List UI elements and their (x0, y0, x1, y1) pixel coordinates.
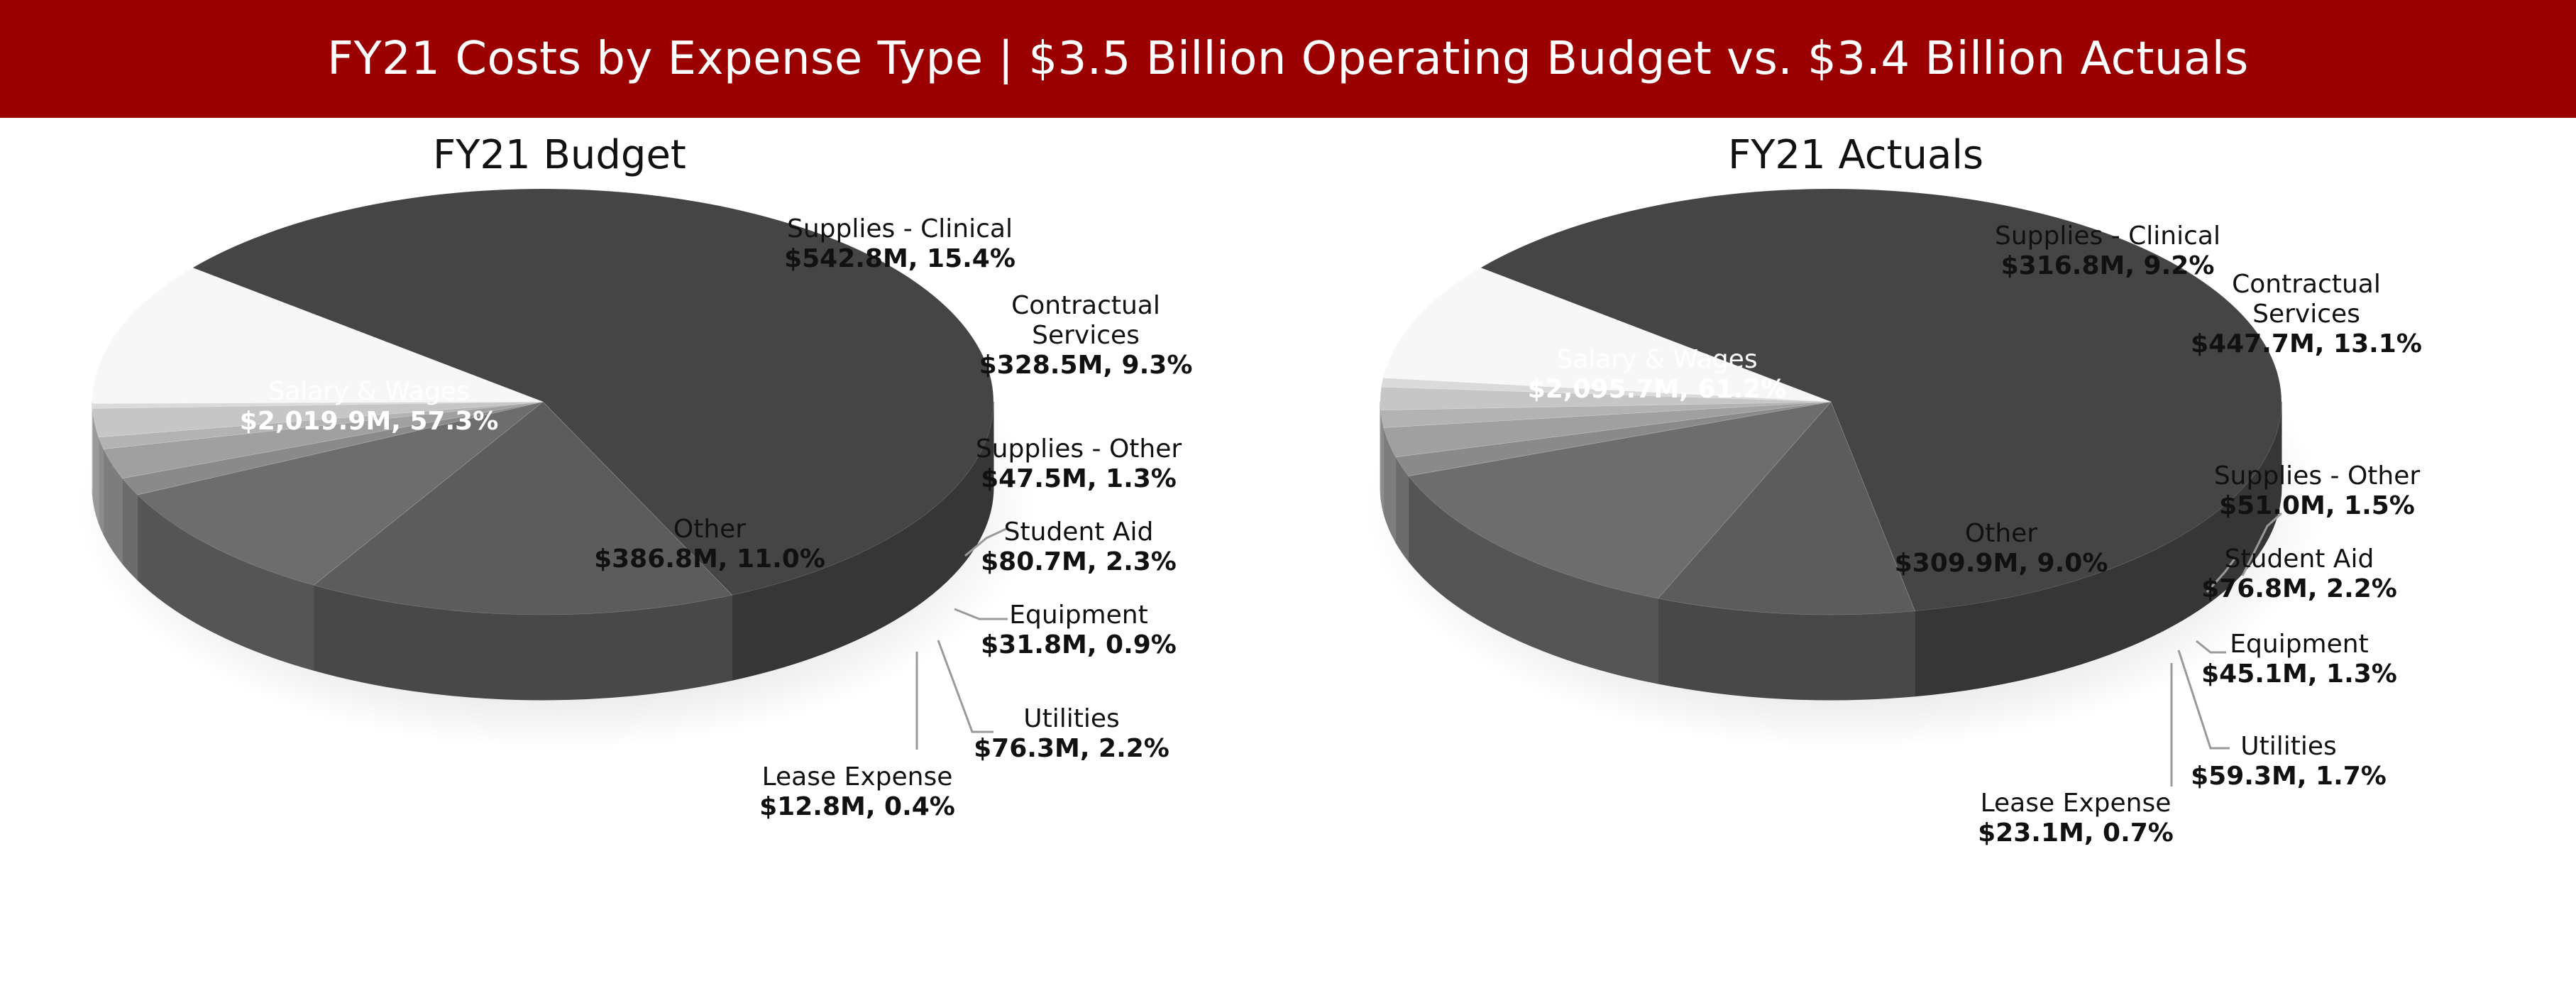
label-value: $309.9M, 9.0% (1895, 549, 2108, 578)
label-value: $328.5M, 9.3% (979, 351, 1193, 380)
pie-slice-other (92, 267, 544, 404)
pie-slice-utilities (1380, 386, 1832, 410)
label-value: $80.7M, 2.3% (981, 547, 1177, 576)
pie-slice-salary-wages (192, 188, 994, 596)
leader-line (2196, 640, 2226, 654)
pie-slice-contractual-services (137, 401, 544, 586)
label-name: Salary & Wages (1556, 345, 1757, 374)
data-label: Utilities$59.3M, 1.7% (2191, 732, 2387, 791)
pie-slice-supplies-clinical (1657, 401, 1915, 615)
data-label: Other$309.9M, 9.0% (1895, 519, 2108, 578)
header-banner: FY21 Costs by Expense Type | $3.5 Billio… (0, 0, 2576, 118)
data-label: Supplies - Other$51.0M, 1.5% (2214, 461, 2421, 520)
pie-side-equipment (98, 437, 104, 535)
label-name: Supplies - Clinical (1995, 221, 2220, 251)
label-name: Services (1032, 321, 1140, 350)
pie-slice-supplies-clinical (313, 401, 733, 615)
label-value: $45.1M, 1.3% (2201, 659, 2397, 689)
data-label: Salary & Wages$2,019.9M, 57.3% (240, 377, 499, 436)
chart-title: FY21 Budget (433, 132, 686, 178)
data-label: Supplies - Other$47.5M, 1.3% (976, 434, 1182, 493)
pie-slice-salary-wages (1480, 188, 2282, 612)
label-value: $23.1M, 0.7% (1978, 818, 2174, 848)
pie-slice-student-aid (103, 401, 544, 479)
pie-slice-equipment (1380, 401, 1832, 428)
label-value: $76.3M, 2.2% (974, 734, 1169, 763)
pie-slice-other (1382, 267, 1832, 402)
pie-top (1380, 188, 2282, 615)
budget-pie-svg: Salary & Wages$2,019.9M, 57.3% Supplies -… (78, 188, 1193, 821)
label-name: Supplies - Other (2214, 461, 2421, 491)
data-label: Equipment$45.1M, 1.3% (2201, 630, 2397, 689)
label-value: $2,019.9M, 57.3% (240, 407, 499, 436)
pie-slice-student-aid (1383, 401, 1832, 458)
label-name: Equipment (2230, 630, 2368, 659)
actuals-pie-svg: Salary & Wages$2,095.7M, 61.2% Supplies -… (1366, 188, 2422, 848)
label-value: $51.0M, 1.5% (2219, 491, 2415, 520)
data-label: Other$386.8M, 11.0% (594, 515, 825, 574)
label-name: Contractual (2232, 270, 2381, 299)
data-label: Lease Expense$23.1M, 0.7% (1978, 789, 2174, 848)
label-value: $2,095.7M, 61.2% (1528, 375, 1787, 404)
pie-slice-supplies-other (1395, 401, 1832, 476)
label-value: $76.8M, 2.2% (2201, 574, 2397, 603)
pie-slice-supplies-other (121, 401, 544, 495)
data-label: Equipment$31.8M, 0.9% (981, 601, 1177, 659)
label-name: Student Aid (2225, 544, 2374, 574)
leader-line (954, 608, 1008, 620)
label-name: Supplies - Clinical (787, 214, 1013, 243)
label-value: $316.8M, 9.2% (2001, 251, 2215, 280)
label-name: Utilities (1023, 704, 1120, 733)
label-name: Lease Expense (1981, 789, 2172, 818)
pie-side-supplies-other (121, 477, 138, 581)
label-value: $31.8M, 0.9% (981, 630, 1177, 659)
label-name: Equipment (1009, 601, 1147, 630)
data-label: Salary & Wages$2,095.7M, 61.2% (1528, 345, 1787, 404)
data-label: Utilities$76.3M, 2.2% (974, 704, 1169, 763)
leader-line (2177, 650, 2230, 750)
data-label: Lease Expense$12.8M, 0.4% (759, 762, 955, 821)
pie-slice-contractual-services (1408, 401, 1832, 599)
label-value: $47.5M, 1.3% (981, 464, 1177, 493)
label-value: $447.7M, 13.1% (2191, 329, 2422, 358)
pie-side-walls (1380, 401, 2282, 701)
label-name: Services (2252, 300, 2360, 329)
label-name: Salary & Wages (268, 377, 469, 406)
leader-line (937, 640, 993, 733)
label-name: Supplies - Other (976, 434, 1182, 464)
label-name: Utilities (2240, 732, 2337, 761)
leader-line (2206, 557, 2237, 593)
chart-title: FY21 Actuals (1728, 132, 1984, 178)
data-label: Student Aid$76.8M, 2.2% (2201, 544, 2397, 603)
pie-slice-lease-expense (92, 401, 544, 409)
pie-top (92, 188, 994, 615)
label-name: Student Aid (1004, 517, 1154, 547)
leader-line (2241, 512, 2283, 576)
data-label: Supplies - Clinical$316.8M, 9.2% (1995, 221, 2220, 280)
actuals-pie-chart: FY21 Actuals Salary & Wages $2,095.7M, 61… (1288, 118, 2576, 1008)
label-value: $59.3M, 1.7% (2191, 762, 2387, 791)
pie-slice-equipment (98, 401, 544, 449)
label-name: Lease Expense (762, 762, 953, 791)
leader-line (964, 527, 1008, 557)
budget-pie-chart: FY21 Budget Salary & Wages $2,019.9M, 57.… (0, 118, 1288, 1008)
label-name: Other (1965, 519, 2037, 548)
pie-slice-utilities (92, 401, 544, 438)
label-value: $386.8M, 11.0% (594, 544, 825, 574)
label-value: $12.8M, 0.4% (759, 792, 955, 821)
page-title: FY21 Costs by Expense Type | $3.5 Billio… (327, 33, 2249, 85)
data-label: Supplies - Clinical$542.8M, 15.4% (784, 214, 1015, 273)
label-name: Contractual (1011, 291, 1160, 320)
label-name: Other (673, 515, 746, 544)
pie-slice-lease-expense (1381, 378, 1832, 402)
label-value: $542.8M, 15.4% (784, 244, 1015, 273)
data-label: Student Aid$80.7M, 2.3% (981, 517, 1177, 576)
